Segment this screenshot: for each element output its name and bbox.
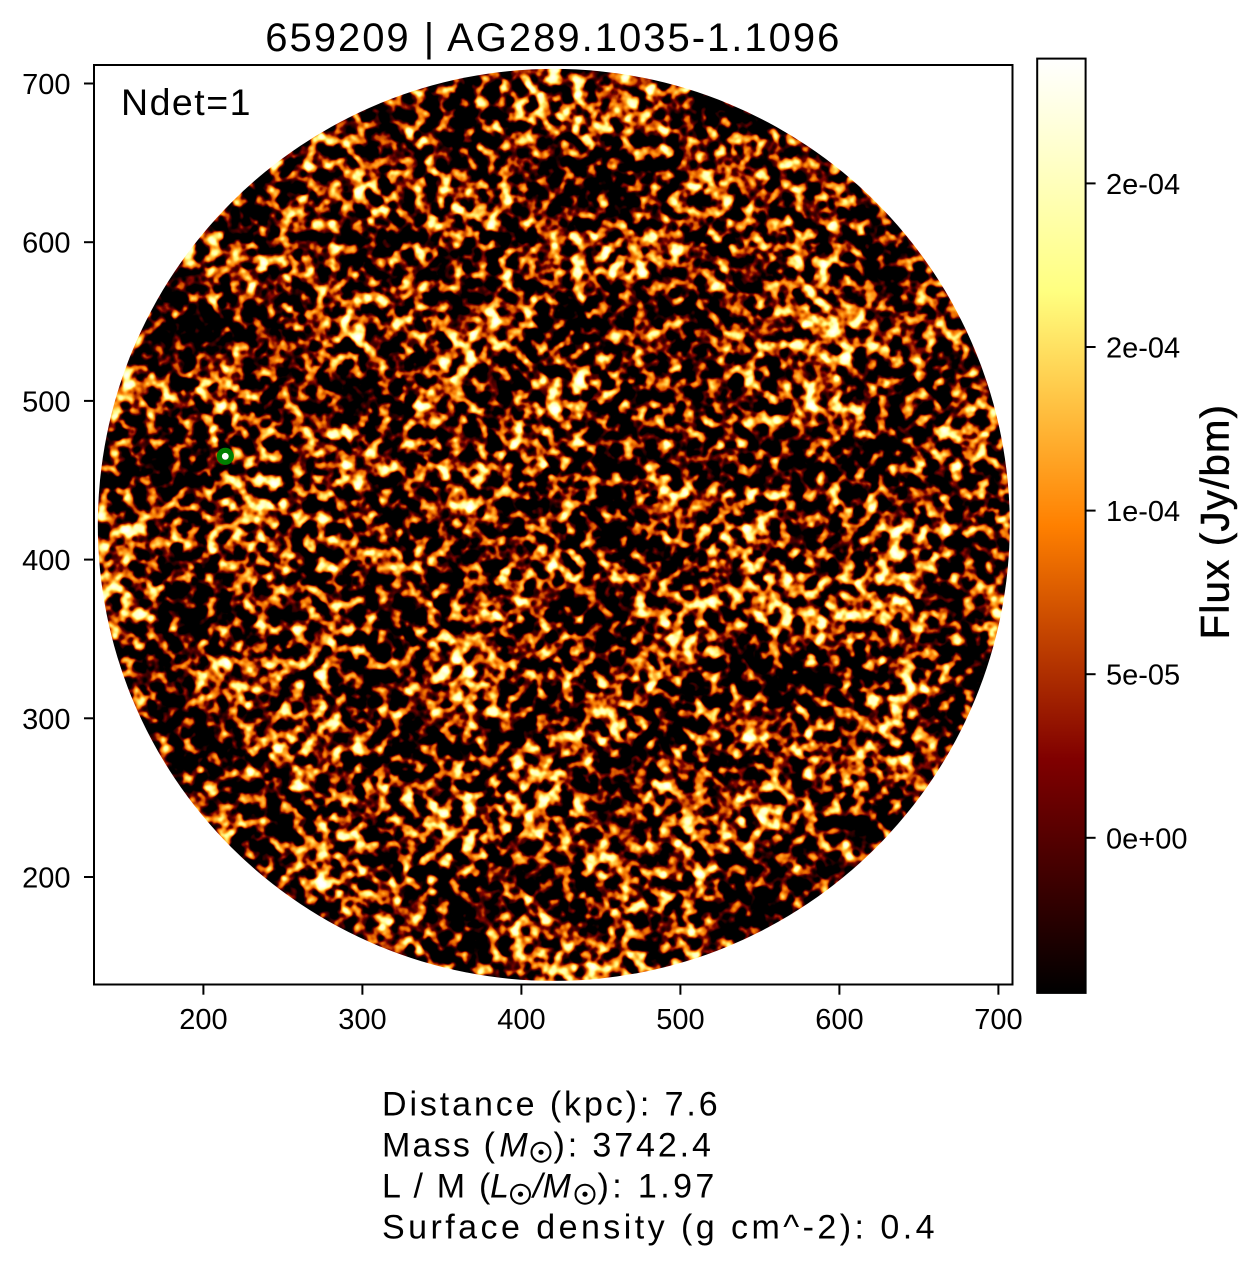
svg-text:/M: /M — [531, 1168, 571, 1206]
svg-text:300: 300 — [22, 704, 70, 736]
svg-text:200: 200 — [22, 863, 70, 895]
svg-text:): 3742.4: ): 3742.4 — [554, 1127, 714, 1165]
svg-text:200: 200 — [179, 1004, 227, 1036]
svg-text:500: 500 — [656, 1004, 704, 1036]
svg-text:Flux (Jy/bm): Flux (Jy/bm) — [1194, 404, 1238, 640]
svg-text:0e+00: 0e+00 — [1106, 823, 1187, 855]
svg-text:Ndet=1: Ndet=1 — [121, 81, 252, 123]
svg-text:700: 700 — [974, 1004, 1022, 1036]
svg-text:5e-05: 5e-05 — [1106, 660, 1180, 692]
svg-text:Mass (: Mass ( — [382, 1127, 497, 1165]
svg-text:2e-04: 2e-04 — [1106, 169, 1180, 201]
svg-text:400: 400 — [497, 1004, 545, 1036]
svg-text:500: 500 — [22, 386, 70, 418]
svg-text:L: L — [490, 1168, 509, 1206]
svg-text:Distance (kpc): 7.6: Distance (kpc): 7.6 — [382, 1086, 721, 1124]
svg-text:): 1.97: ): 1.97 — [598, 1168, 718, 1206]
svg-text:600: 600 — [22, 228, 70, 260]
svg-text:659209 | AG289.1035-1.1096: 659209 | AG289.1035-1.1096 — [265, 16, 841, 60]
svg-text:2e-04: 2e-04 — [1106, 333, 1180, 365]
svg-text:1e-04: 1e-04 — [1106, 496, 1180, 528]
svg-text:L / M (: L / M ( — [382, 1168, 492, 1206]
svg-text:Surface density (g cm^-2): 0.4: Surface density (g cm^-2): 0.4 — [382, 1209, 938, 1247]
svg-text:M: M — [499, 1127, 528, 1165]
svg-text:700: 700 — [22, 69, 70, 101]
svg-text:300: 300 — [338, 1004, 386, 1036]
svg-text:400: 400 — [22, 545, 70, 577]
svg-text:600: 600 — [815, 1004, 863, 1036]
